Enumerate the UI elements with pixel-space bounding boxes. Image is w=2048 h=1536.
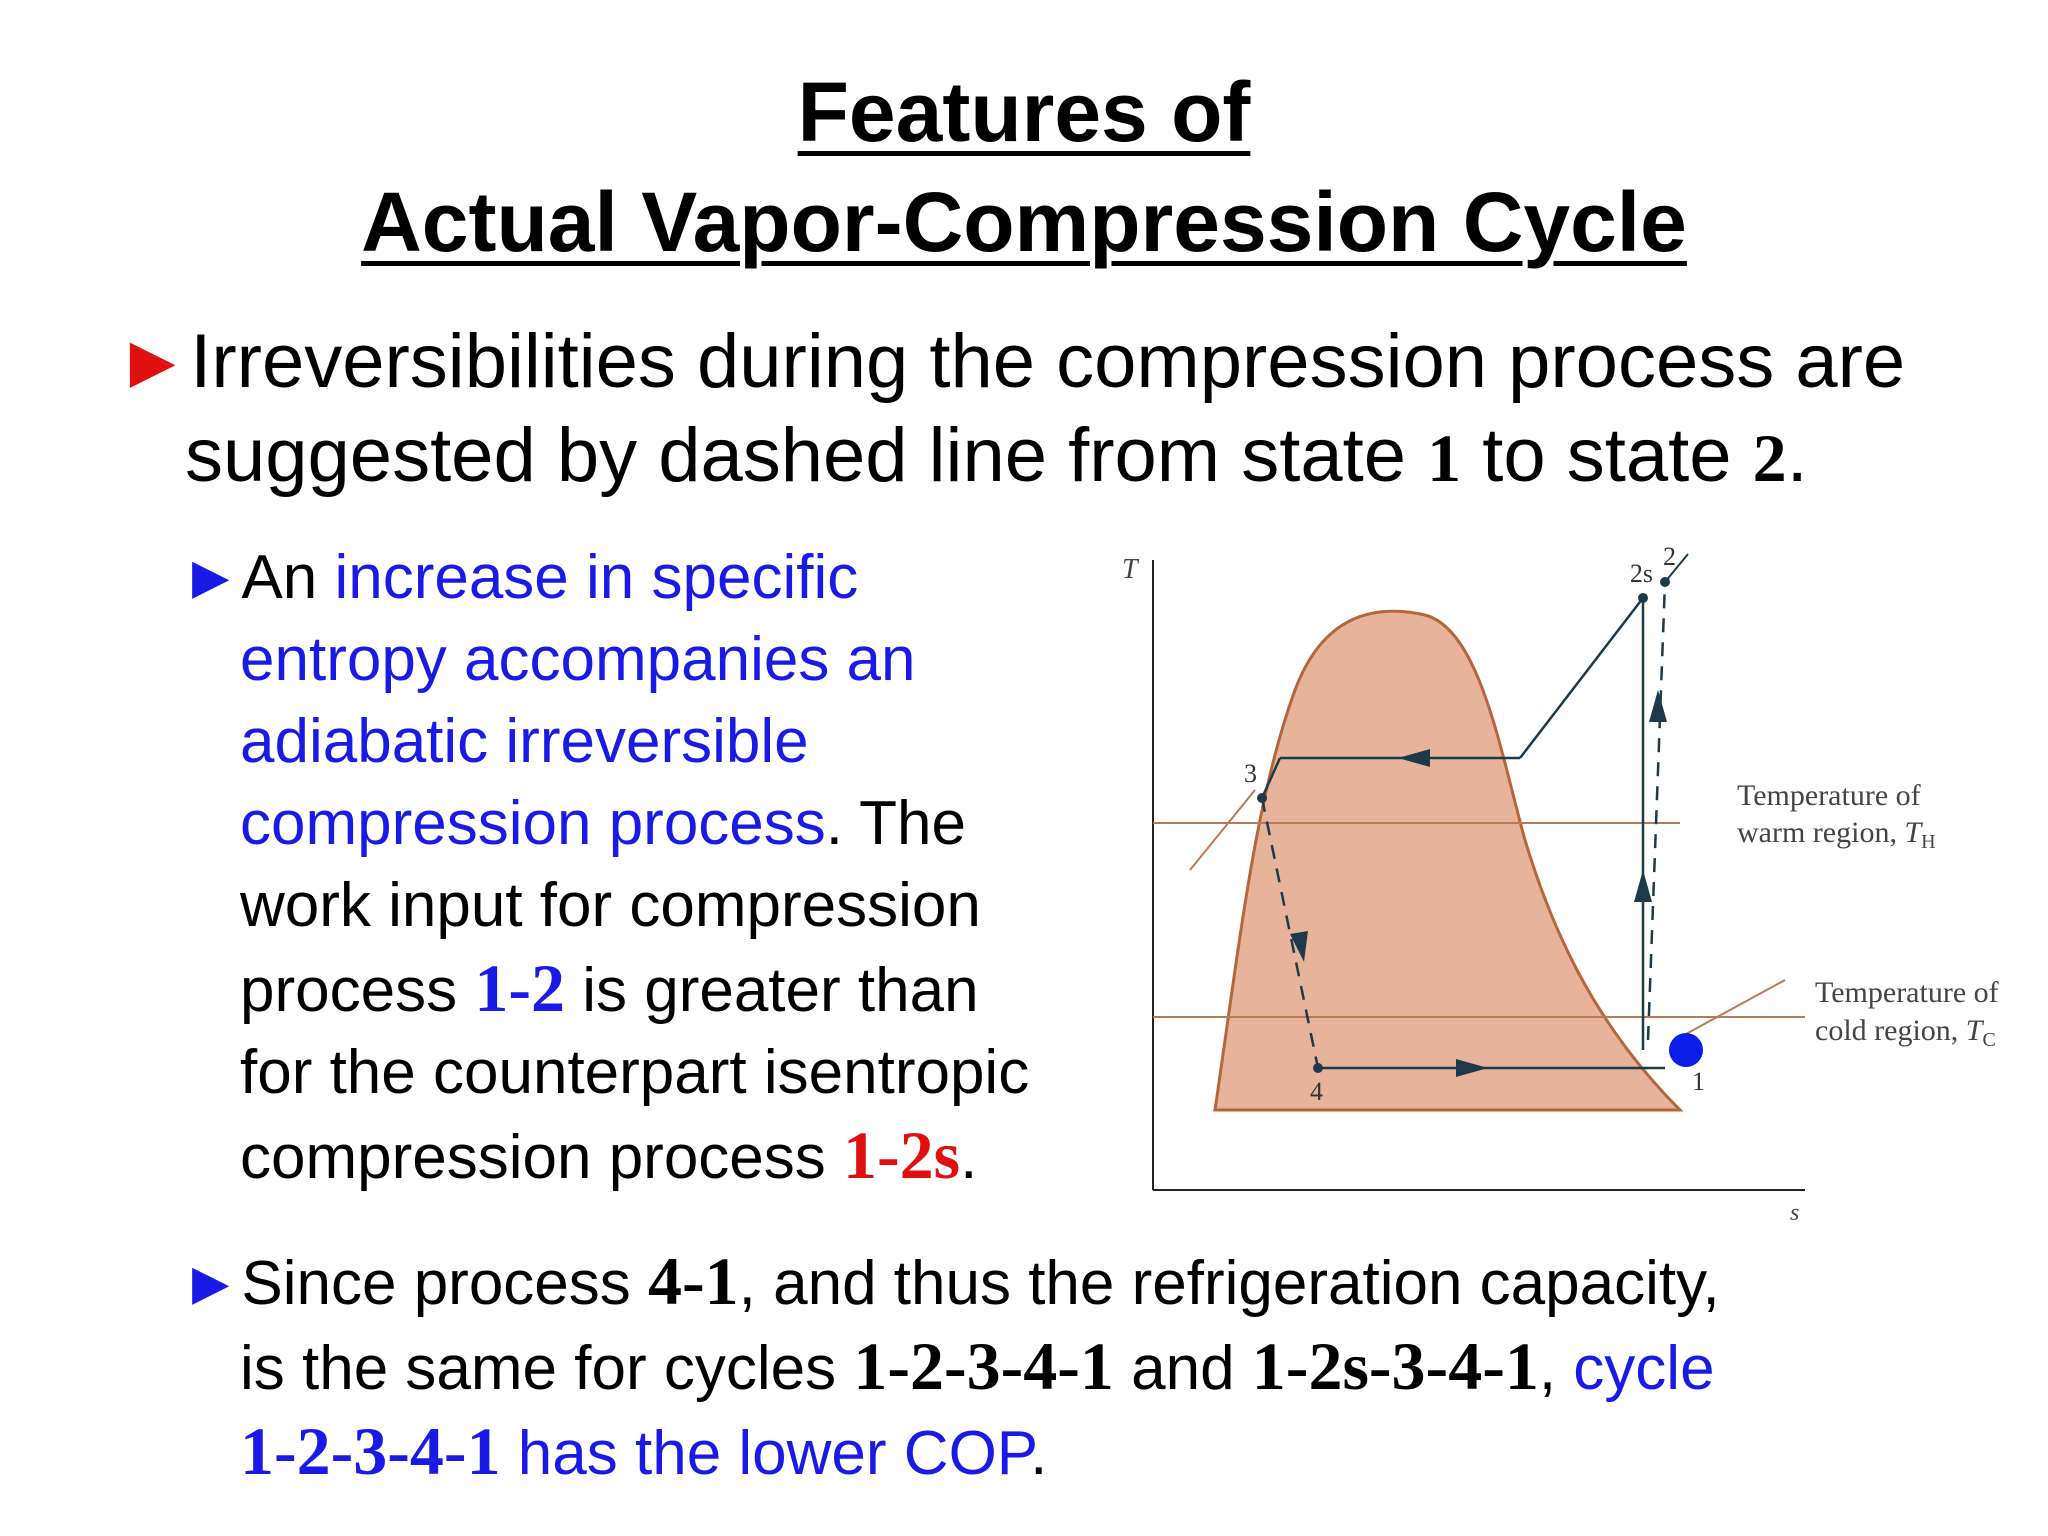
arrow-down-icon: [1290, 931, 1308, 962]
cold-region-label-2: cold region, TC: [1815, 1014, 1996, 1051]
title-line-1: Features of: [797, 65, 1251, 159]
state-1-ref: 1: [1427, 420, 1462, 496]
bullet-marker-icon: ►: [115, 319, 191, 404]
state-label-4: 4: [1310, 1077, 1323, 1106]
state-label-2: 2: [1663, 542, 1676, 571]
warm-region-label-2: warm region, TH: [1737, 816, 1936, 853]
bullet-refrigeration-capacity: ►Since process 4-1, and thus the refrige…: [180, 1243, 1720, 1489]
bullet-irreversibilities: ►Irreversibilities during the compressio…: [115, 319, 1906, 498]
condensing-leader: [1189, 789, 1256, 871]
superheat-leader: [1664, 553, 1689, 583]
arrow-up-icon: [1649, 690, 1667, 722]
ts-diagram: T s 2 2s 3 4 1 Temperature of warm regio…: [1122, 542, 1999, 1220]
state-point-3: [1257, 793, 1267, 803]
state-point-2: [1660, 577, 1670, 587]
vapor-dome: [1213, 609, 1684, 1112]
state-point-1-marker: [1669, 1033, 1703, 1067]
state-2-ref: 2: [1752, 420, 1787, 496]
y-axis-label: T: [1122, 554, 1140, 585]
arrow-up-icon: [1634, 870, 1652, 902]
bullet-entropy-increase: ►An increase in specific entropy accompa…: [180, 543, 1030, 1193]
desuperheat-line: [1519, 597, 1644, 759]
bullet-marker-icon: ►: [180, 1249, 242, 1318]
throttling-line: [1260, 797, 1320, 1069]
x-axis-label: s: [1790, 1200, 1799, 1220]
cold-region-leader: [1674, 979, 1786, 1041]
state-label-2s: 2s: [1630, 559, 1653, 588]
state-point-2s: [1638, 593, 1648, 603]
warm-region-label-1: Temperature of: [1737, 779, 1921, 812]
bullet-marker-icon: ►: [180, 543, 242, 612]
actual-compression-line: [1646, 581, 1667, 1041]
state-label-3: 3: [1244, 759, 1257, 788]
subcool-line: [1260, 757, 1282, 799]
cold-region-label-1: Temperature of: [1815, 976, 1999, 1009]
state-point-4: [1313, 1063, 1323, 1073]
arrow-left-icon: [1398, 749, 1430, 767]
title-line-2: Actual Vapor-Compression Cycle: [361, 175, 1687, 269]
state-label-1: 1: [1692, 1067, 1705, 1096]
arrow-right-icon: [1456, 1059, 1488, 1077]
